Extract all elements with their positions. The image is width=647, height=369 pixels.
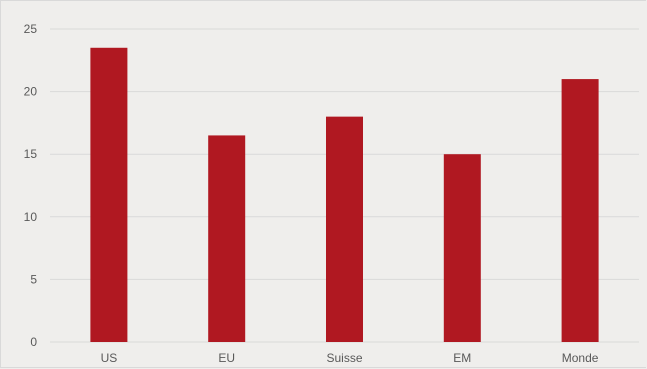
bar-monde	[561, 79, 599, 342]
bar-suisse	[326, 116, 363, 342]
y-tick-label: 10	[24, 210, 38, 224]
y-tick-label: 25	[24, 22, 38, 36]
x-tick-label: EM	[453, 351, 471, 365]
x-tick-label: US	[101, 351, 118, 365]
x-tick-label: EU	[218, 351, 235, 365]
bar-us	[90, 47, 128, 342]
bar-eu	[208, 135, 246, 342]
y-tick-label: 0	[30, 335, 37, 349]
x-tick-label: Monde	[562, 351, 599, 365]
x-tick-label: Suisse	[326, 351, 362, 365]
y-tick-label: 20	[24, 85, 38, 99]
y-tick-label: 5	[30, 272, 37, 286]
y-tick-label: 15	[24, 147, 38, 161]
bar-em	[443, 154, 481, 342]
